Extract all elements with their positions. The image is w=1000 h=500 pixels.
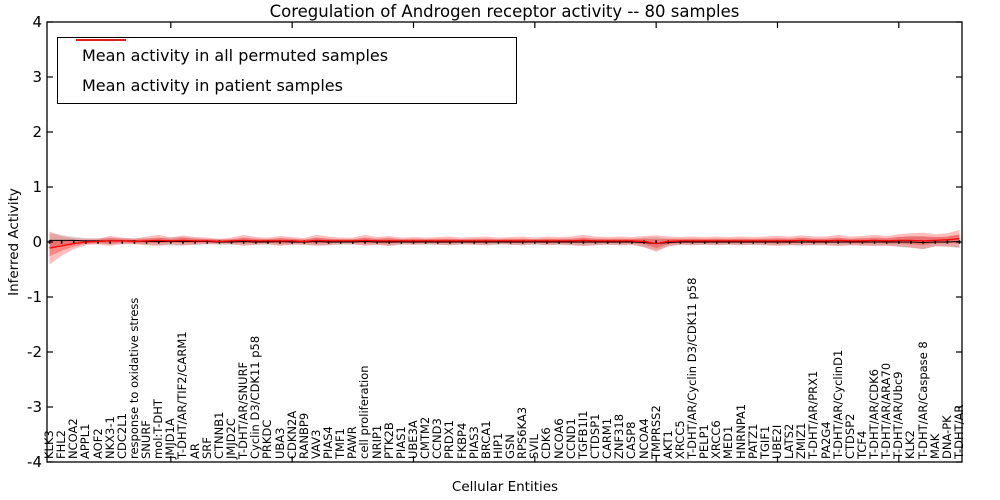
legend-item-permuted: Mean activity in all permuted samples: [58, 39, 516, 71]
zero-marker: [267, 240, 269, 244]
patient-samples-inner-band-band: [49, 234, 960, 257]
legend: Mean activity in all permuted samples Me…: [57, 37, 517, 104]
zero-marker: [509, 240, 512, 244]
zero-marker: [910, 240, 912, 244]
y-tick-label: 2: [32, 123, 42, 141]
zero-marker: [206, 240, 209, 244]
zero-marker: [934, 240, 937, 244]
zero-marker: [558, 240, 560, 244]
zero-marker: [837, 240, 839, 244]
zero-marker: [242, 240, 245, 244]
y-tick-label: 0: [32, 233, 42, 251]
zero-marker: [230, 240, 233, 244]
zero-marker: [400, 240, 403, 244]
zero-marker: [716, 240, 718, 244]
zero-marker: [582, 240, 585, 244]
zero-marker: [291, 240, 293, 244]
zero-marker: [145, 240, 148, 244]
zero-marker: [121, 240, 124, 244]
zero-marker: [946, 240, 949, 244]
zero-marker: [546, 240, 548, 244]
legend-label-patient: Mean activity in patient samples: [82, 76, 343, 95]
zero-marker: [898, 240, 900, 244]
zero-marker: [364, 240, 366, 244]
zero-marker: [449, 240, 451, 244]
y-tick-label: 1: [32, 178, 42, 196]
zero-marker: [436, 240, 439, 244]
zero-marker: [825, 240, 827, 244]
zero-marker: [157, 240, 160, 244]
zero-marker: [424, 240, 427, 244]
zero-marker: [764, 240, 767, 244]
x-tick-label: T-DHT/AR/TIF2/CARM1: [175, 331, 190, 459]
patient-samples-std-band: [49, 229, 960, 265]
y-tick-label: -1: [27, 288, 42, 306]
y-tick-label: -2: [27, 343, 42, 361]
zero-marker: [461, 240, 463, 244]
legend-item-patient: Mean activity in patient samples: [58, 39, 516, 101]
x-tick-label: T-DHT/AR: [952, 404, 966, 459]
chart-title: Coregulation of Androgen receptor activi…: [269, 2, 740, 21]
zero-marker: [388, 240, 391, 244]
zero-marker: [655, 240, 657, 244]
zero-marker: [194, 240, 196, 244]
zero-marker: [740, 240, 742, 244]
zero-marker: [473, 240, 475, 244]
zero-marker: [60, 240, 63, 244]
y-tick-label: -3: [27, 398, 42, 416]
y-tick-label: 3: [32, 68, 42, 86]
legend-line-patient-icon: [76, 39, 126, 41]
zero-marker: [570, 240, 573, 244]
zero-marker: [182, 240, 184, 244]
zero-marker: [788, 240, 791, 244]
zero-marker: [327, 240, 330, 244]
zero-marker: [521, 240, 524, 244]
zero-marker: [594, 240, 597, 244]
zero-marker: [885, 240, 888, 244]
zero-marker: [412, 240, 415, 244]
zero-marker: [691, 240, 694, 244]
zero-marker: [72, 240, 75, 244]
zero-marker: [606, 240, 609, 244]
zero-marker: [534, 240, 536, 244]
zero-marker: [776, 240, 779, 244]
zero-marker: [352, 240, 354, 244]
zero-marker: [109, 240, 111, 244]
zero-marker: [497, 240, 500, 244]
zero-marker: [679, 240, 682, 244]
zero-marker: [728, 240, 730, 244]
zero-marker: [376, 240, 378, 244]
legend-label-permuted: Mean activity in all permuted samples: [82, 46, 389, 65]
zero-marker: [339, 240, 342, 244]
zero-marker: [873, 240, 876, 244]
zero-marker: [922, 240, 924, 244]
zero-marker: [254, 240, 257, 244]
zero-marker: [279, 240, 281, 244]
y-tick-label: 4: [32, 13, 42, 31]
patient-mean-line: [49, 238, 960, 249]
zero-marker: [800, 240, 803, 244]
zero-marker: [849, 240, 852, 244]
zero-marker: [170, 240, 172, 244]
zero-marker: [861, 240, 864, 244]
x-axis-label: Cellular Entities: [451, 479, 559, 495]
zero-marker: [752, 240, 755, 244]
zero-marker: [631, 240, 633, 244]
zero-marker: [703, 240, 706, 244]
zero-marker: [485, 240, 488, 244]
y-tick-label: -4: [27, 453, 42, 471]
zero-marker: [618, 240, 621, 244]
zero-marker: [813, 240, 815, 244]
y-axis-label: Inferred Activity: [6, 188, 22, 296]
zero-marker: [315, 240, 318, 244]
